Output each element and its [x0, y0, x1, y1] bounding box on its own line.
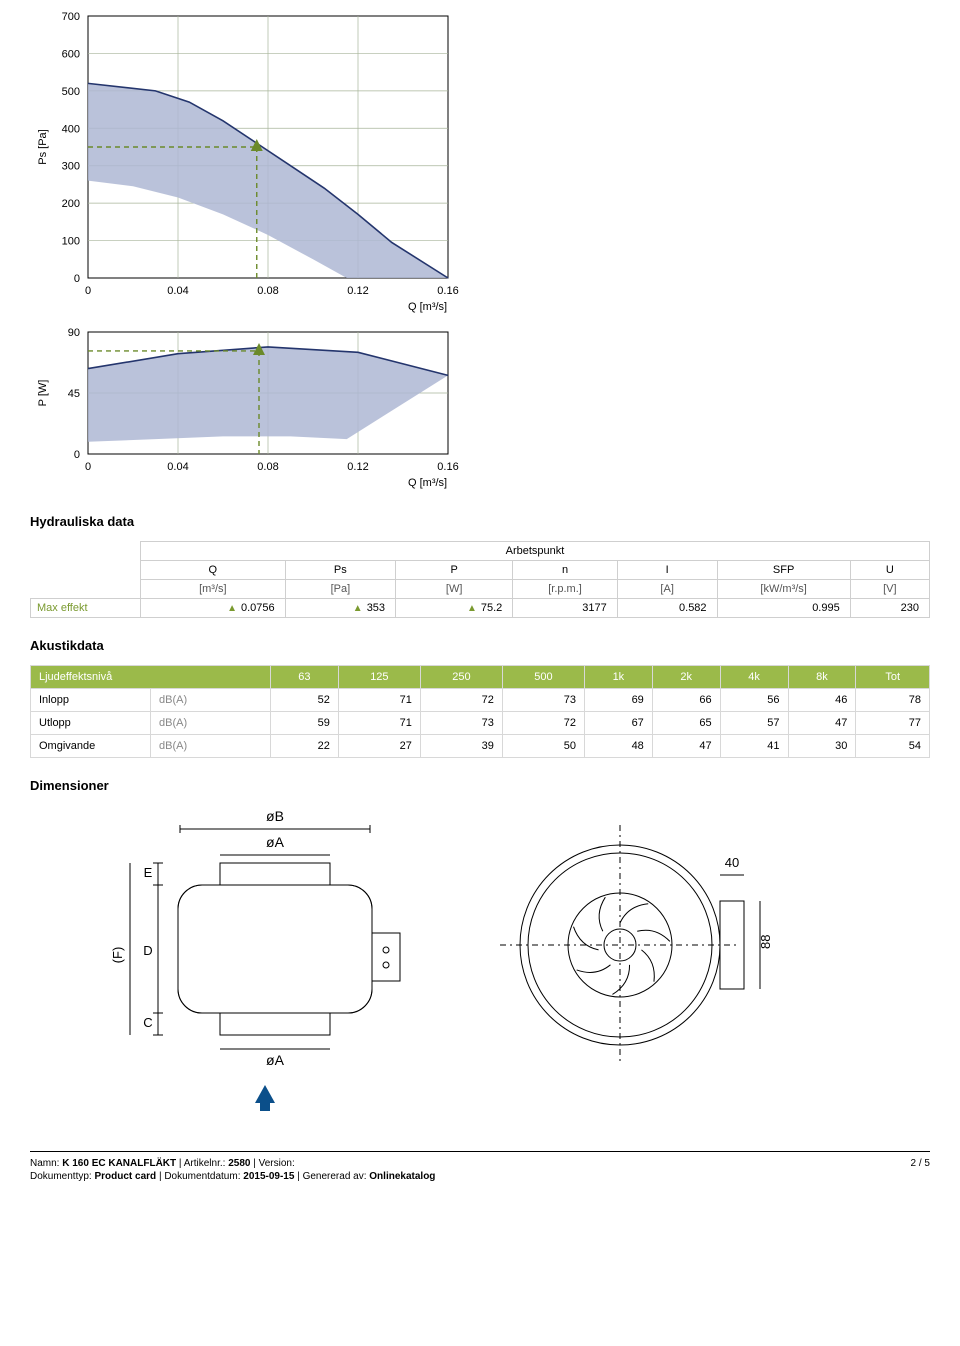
svg-text:0.04: 0.04	[167, 461, 188, 473]
svg-text:0: 0	[74, 449, 80, 461]
arrow-up-icon	[255, 1085, 275, 1103]
page-footer: Namn: K 160 EC KANALFLÄKT | Artikelnr.: …	[30, 1151, 930, 1182]
dimension-drawings: øB øA øA E D C (F) 40 88	[100, 805, 930, 1085]
svg-text:100: 100	[62, 236, 80, 248]
hydraulic-table: ArbetspunktQPsPnISFPU[m³/s][Pa][W][r.p.m…	[30, 541, 930, 618]
footer-artnr: 2580	[228, 1158, 250, 1169]
svg-text:E: E	[144, 865, 153, 880]
footer-date: 2015-09-15	[243, 1171, 294, 1182]
footer-page: 2 / 5	[911, 1158, 930, 1182]
svg-text:0: 0	[85, 461, 91, 473]
footer-gen: Onlinekatalog	[369, 1171, 435, 1182]
footer-name-label: Namn:	[30, 1158, 62, 1169]
svg-text:(F): (F)	[110, 947, 125, 964]
hydraulic-heading: Hydrauliska data	[30, 514, 930, 529]
svg-text:0.04: 0.04	[167, 285, 188, 297]
svg-text:0.08: 0.08	[257, 461, 278, 473]
svg-text:0.12: 0.12	[347, 461, 368, 473]
svg-text:40: 40	[725, 855, 739, 870]
svg-text:Q [m³/s]: Q [m³/s]	[408, 301, 447, 313]
svg-text:øA: øA	[266, 834, 285, 850]
svg-text:300: 300	[62, 161, 80, 173]
footer-doctype: Product card	[94, 1171, 156, 1182]
svg-text:500: 500	[62, 86, 80, 98]
svg-text:90: 90	[68, 327, 80, 339]
svg-text:0: 0	[85, 285, 91, 297]
svg-text:C: C	[143, 1015, 152, 1030]
svg-text:D: D	[143, 943, 152, 958]
svg-text:200: 200	[62, 198, 80, 210]
svg-text:0.08: 0.08	[257, 285, 278, 297]
svg-text:400: 400	[62, 123, 80, 135]
svg-text:Ps [Pa]: Ps [Pa]	[37, 129, 49, 164]
power-chart: 0 0.04 0.08 0.12 0.16 0 45 90 Q [m³/s] P [W]	[30, 324, 930, 494]
pressure-chart: 0 0.04 0.08 0.12 0.16 0 100 200 300 400 500 600 700 Q…	[30, 8, 930, 318]
svg-text:øB: øB	[266, 808, 284, 824]
svg-text:øA: øA	[266, 1052, 285, 1068]
svg-text:0.16: 0.16	[437, 461, 458, 473]
dimensions-heading: Dimensioner	[30, 778, 930, 793]
svg-text:0.12: 0.12	[347, 285, 368, 297]
svg-text:0: 0	[74, 273, 80, 285]
footer-name: K 160 EC KANALFLÄKT	[62, 1158, 176, 1169]
svg-text:Q [m³/s]: Q [m³/s]	[408, 477, 447, 489]
svg-text:45: 45	[68, 388, 80, 400]
svg-text:700: 700	[62, 11, 80, 23]
svg-text:0.16: 0.16	[437, 285, 458, 297]
svg-text:600: 600	[62, 48, 80, 60]
acoustic-table: Ljudeffektsnivå631252505001k2k4k8kTot In…	[30, 665, 930, 758]
acoustic-heading: Akustikdata	[30, 638, 930, 653]
svg-text:88: 88	[758, 935, 773, 949]
svg-text:P [W]: P [W]	[37, 380, 49, 407]
